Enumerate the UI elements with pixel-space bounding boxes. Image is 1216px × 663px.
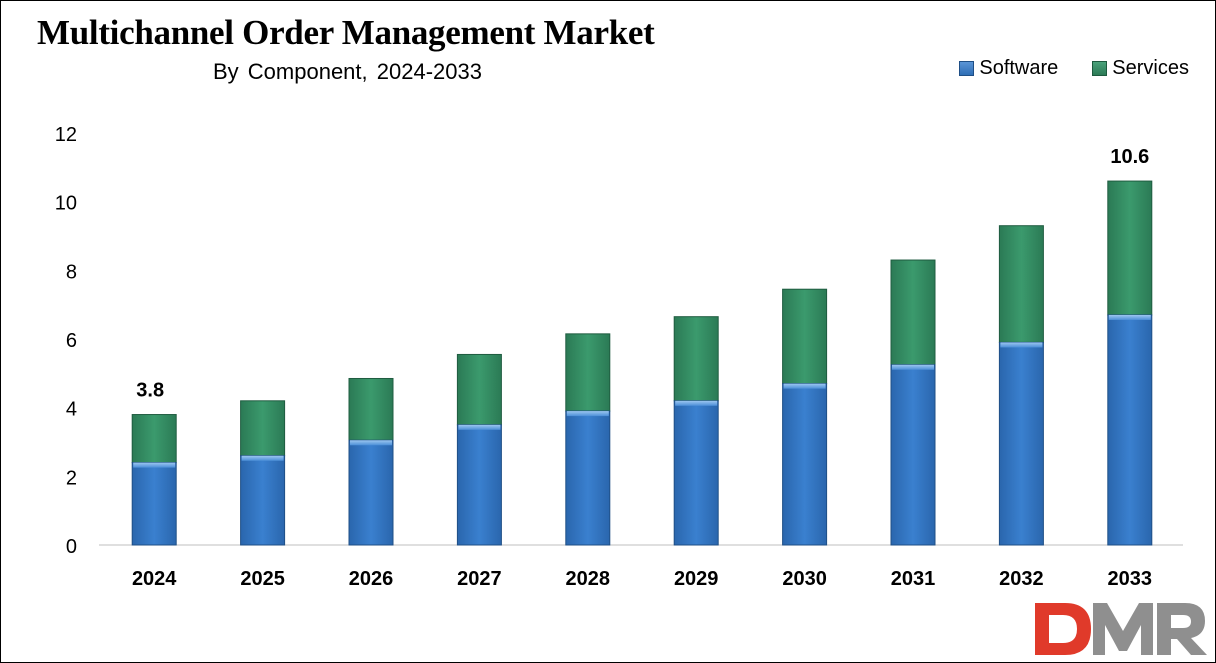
y-tick-label: 0 xyxy=(66,536,77,558)
legend-label-services: Services xyxy=(1112,57,1189,79)
bar-software-2031 xyxy=(890,364,936,546)
bar-services-2027 xyxy=(456,353,502,426)
bar-software-2033 xyxy=(1107,314,1153,546)
y-tick-label: 8 xyxy=(66,261,77,283)
bar-software-2026 xyxy=(348,439,394,546)
dmr-logo xyxy=(1035,603,1207,655)
bar-services-2029 xyxy=(673,316,719,402)
data-label-2024: 3.8 xyxy=(136,380,164,402)
bar-services-2024 xyxy=(131,414,177,464)
chart-title: Multichannel Order Management Market xyxy=(37,13,655,52)
x-tick-label-2026: 2026 xyxy=(349,568,394,590)
x-tick-label-2029: 2029 xyxy=(674,568,719,590)
legend: Software Services xyxy=(959,57,1189,80)
bar-software-2027 xyxy=(456,424,502,546)
bar-software-top-2025 xyxy=(241,455,284,461)
bar-services-2030 xyxy=(782,288,828,385)
x-tick-label-2028: 2028 xyxy=(566,568,611,590)
y-tick-label: 6 xyxy=(66,330,77,352)
bar-software-top-2033 xyxy=(1108,314,1151,320)
bar-software-2024 xyxy=(131,462,177,546)
bar-software-top-2026 xyxy=(350,440,392,446)
bar-software-top-2028 xyxy=(566,411,609,417)
bar-software-top-2031 xyxy=(892,364,934,370)
legend-label-software: Software xyxy=(979,57,1059,79)
bar-software-top-2024 xyxy=(133,462,176,468)
y-tick-label: 10 xyxy=(55,193,77,215)
legend-swatch-services xyxy=(1092,61,1108,76)
bar-software-top-2027 xyxy=(458,424,501,430)
x-tick-label-2025: 2025 xyxy=(240,568,285,590)
bar-services-2032 xyxy=(998,225,1044,343)
bar-software-2028 xyxy=(565,410,611,546)
y-tick-label: 4 xyxy=(66,399,77,421)
bar-services-2033 xyxy=(1107,180,1153,316)
bar-services-2031 xyxy=(890,259,936,366)
bar-software-top-2032 xyxy=(1000,342,1043,348)
bar-software-top-2030 xyxy=(783,383,826,389)
legend-swatch-software xyxy=(959,61,975,76)
legend-item-services: Services xyxy=(1092,57,1189,80)
legend-item-software: Software xyxy=(959,57,1058,80)
bar-services-2026 xyxy=(348,377,394,441)
bar-software-2025 xyxy=(240,455,286,546)
x-tick-label-2032: 2032 xyxy=(999,568,1044,590)
bar-services-2028 xyxy=(565,333,611,412)
chart-subtitle: By Component, 2024-2033 xyxy=(213,59,482,84)
bar-software-top-2029 xyxy=(675,400,718,406)
bar-services-2025 xyxy=(240,400,286,457)
x-tick-label-2024: 2024 xyxy=(132,568,177,590)
x-tick-label-2033: 2033 xyxy=(1108,568,1153,590)
x-tick-label-2031: 2031 xyxy=(891,568,936,590)
bar-software-2029 xyxy=(673,400,719,546)
bar-software-2030 xyxy=(782,383,828,546)
y-tick-label: 12 xyxy=(55,124,77,146)
bar-software-2032 xyxy=(998,341,1044,546)
x-tick-label-2030: 2030 xyxy=(782,568,827,590)
data-label-2033: 10.6 xyxy=(1110,146,1149,168)
y-tick-label: 2 xyxy=(66,467,77,489)
x-tick-label-2027: 2027 xyxy=(457,568,502,590)
